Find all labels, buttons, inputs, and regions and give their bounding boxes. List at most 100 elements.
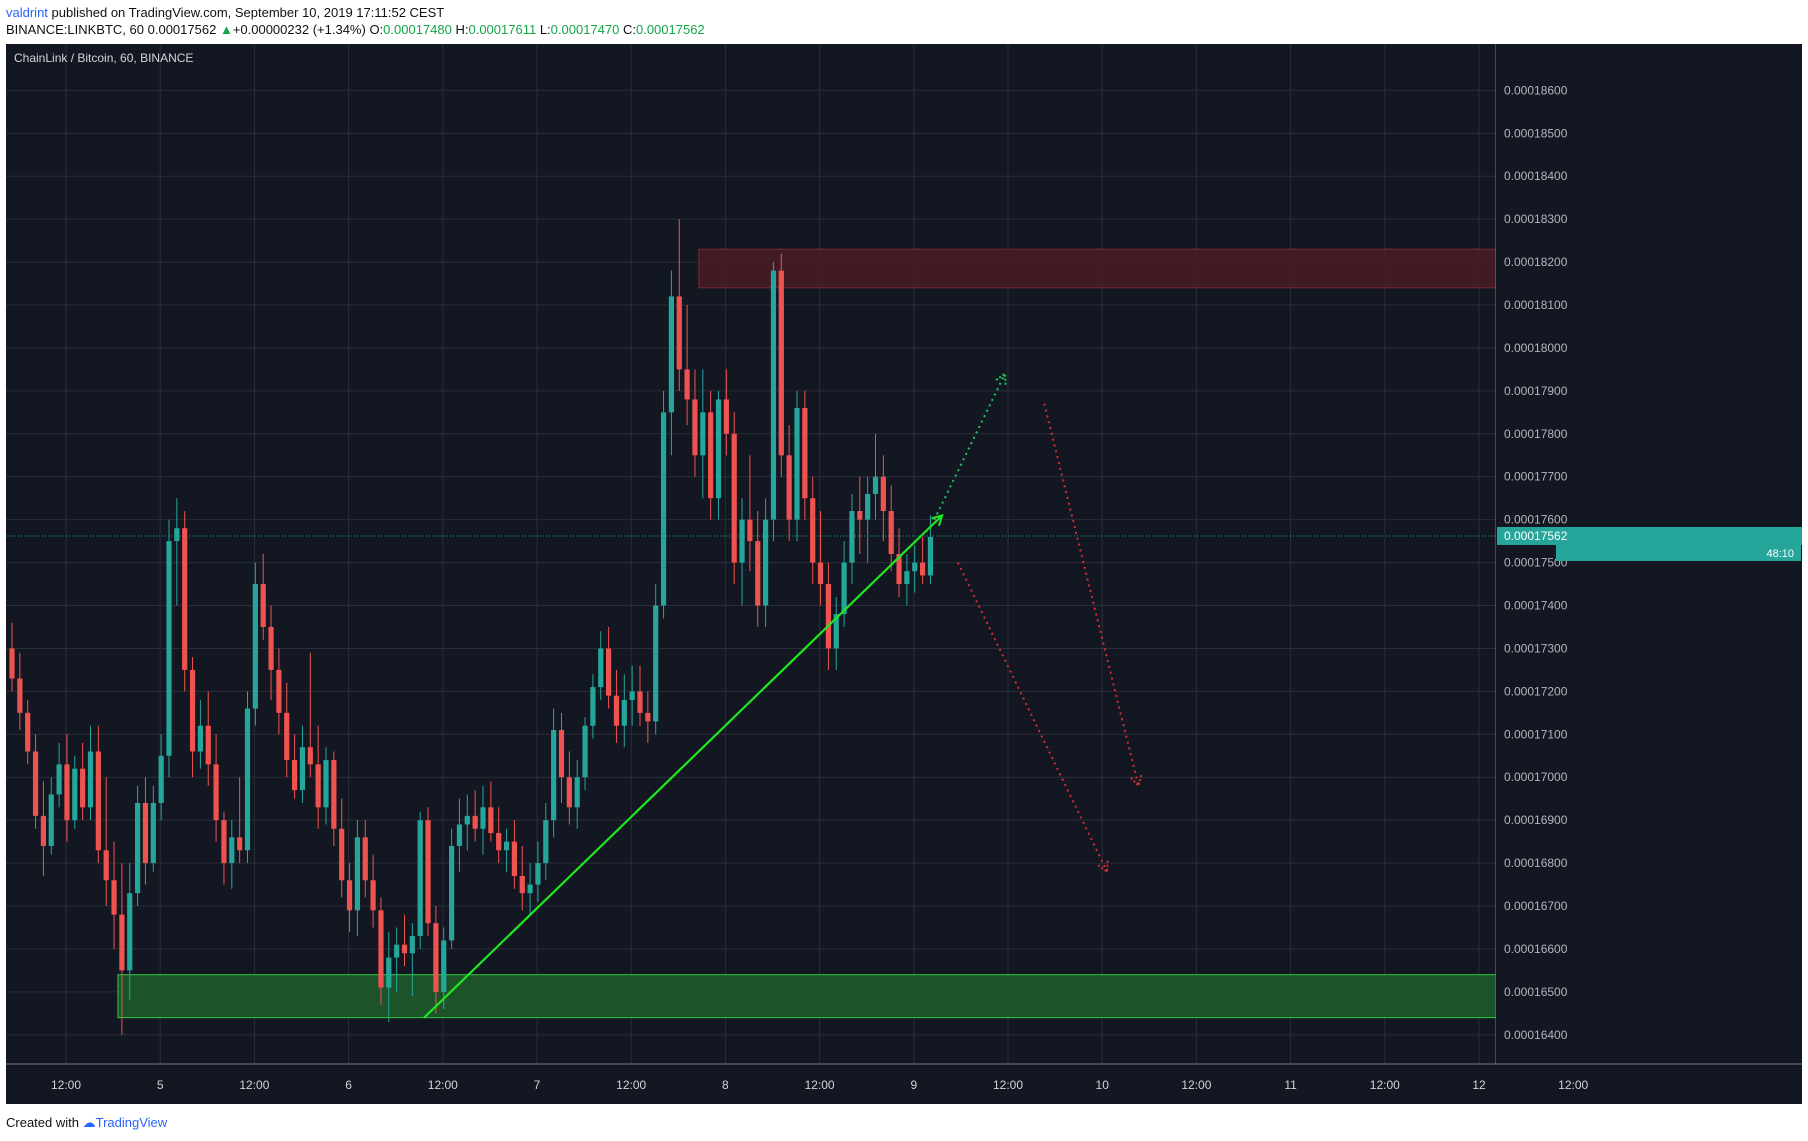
time-tick-label: 7 bbox=[534, 1078, 541, 1092]
candle-body bbox=[182, 528, 188, 670]
candle-body bbox=[551, 730, 557, 821]
trendline-arrow[interactable] bbox=[423, 514, 943, 1019]
candle-body bbox=[127, 893, 133, 971]
candle-body bbox=[731, 433, 737, 563]
candle-body bbox=[629, 691, 635, 700]
candle-body bbox=[252, 584, 258, 709]
candle-body bbox=[25, 712, 31, 752]
candle-body bbox=[543, 820, 549, 864]
candle-body bbox=[574, 777, 580, 808]
candlestick-chart[interactable]: 0.00016400 0.00016500 0.00016600 0.00016700… bbox=[6, 44, 1802, 1104]
candle-body bbox=[292, 760, 298, 791]
candle-body bbox=[896, 554, 902, 585]
candle-body bbox=[299, 747, 306, 791]
time-axis-ticks: 12:00 5 12:00 6 12:00 7 12:00 8 12:00 9 12:00 10 12:… bbox=[51, 1078, 1589, 1092]
resistance-zone[interactable] bbox=[698, 248, 1497, 289]
price-tick-label: 0.00016800 bbox=[1504, 856, 1568, 870]
candle-body bbox=[449, 845, 455, 941]
price-tick-label: 0.00018000 bbox=[1504, 341, 1568, 355]
time-tick-label: 11 bbox=[1284, 1078, 1297, 1092]
price-tick-label: 0.00016700 bbox=[1504, 899, 1568, 913]
price-tick-label: 0.00018300 bbox=[1504, 212, 1568, 226]
time-axis[interactable] bbox=[6, 1064, 1802, 1104]
candle-body bbox=[700, 412, 706, 456]
candle-body bbox=[48, 794, 54, 846]
candle-body bbox=[346, 880, 353, 911]
time-tick-label: 5 bbox=[157, 1078, 164, 1092]
candle-body bbox=[755, 541, 761, 606]
candle-body bbox=[32, 751, 39, 816]
close-value: 0.00017562 bbox=[635, 22, 705, 37]
candle-body bbox=[598, 648, 604, 688]
candle-body bbox=[331, 760, 337, 829]
candle-body bbox=[87, 751, 94, 808]
candle-body bbox=[197, 725, 203, 752]
time-tick-label: 9 bbox=[910, 1078, 917, 1092]
time-tick-label: 12:00 bbox=[239, 1078, 269, 1092]
candle-body bbox=[158, 755, 164, 803]
time-tick-label: 10 bbox=[1096, 1078, 1110, 1092]
candle-body bbox=[825, 584, 831, 649]
candle-body bbox=[284, 712, 290, 761]
time-tick-label: 12:00 bbox=[1558, 1078, 1588, 1092]
candle-body bbox=[802, 408, 808, 499]
candle-body bbox=[684, 369, 690, 400]
candle-body bbox=[401, 944, 408, 954]
trendline-arrow-head-icon bbox=[931, 513, 944, 527]
chart-panel[interactable]: 0.00016400 0.00016500 0.00016600 0.00016700… bbox=[6, 44, 1802, 1104]
candle-body bbox=[747, 519, 753, 542]
last-price-label: 0.00017562 bbox=[1504, 529, 1568, 543]
author-link[interactable]: valdrint bbox=[6, 5, 48, 20]
candle-body bbox=[433, 923, 439, 992]
candle-body bbox=[566, 777, 572, 808]
price-tick-label: 0.00018200 bbox=[1504, 255, 1568, 269]
candle-body bbox=[621, 699, 627, 726]
candle-body bbox=[496, 833, 502, 851]
price-tick-label: 0.00016500 bbox=[1504, 985, 1568, 999]
candle-body bbox=[354, 837, 360, 911]
high-label: H: bbox=[455, 22, 469, 37]
tradingview-logo-icon[interactable]: ☁ bbox=[82, 1115, 96, 1130]
candle-body bbox=[323, 760, 329, 808]
time-tick-label: 12:00 bbox=[616, 1078, 646, 1092]
price-change: +0.00000232 (+1.34%) bbox=[232, 22, 366, 37]
candle-body bbox=[582, 725, 588, 778]
candle-body bbox=[692, 399, 698, 456]
candle-body bbox=[103, 850, 109, 881]
candle-body bbox=[394, 944, 400, 958]
price-tick-label: 0.00018100 bbox=[1504, 298, 1568, 312]
support-zone[interactable] bbox=[117, 974, 1497, 1019]
candle-body bbox=[174, 528, 180, 542]
candle-body bbox=[260, 584, 266, 627]
time-tick-label: 12:00 bbox=[1181, 1078, 1211, 1092]
candle-body bbox=[189, 669, 196, 752]
candle-body bbox=[142, 803, 149, 864]
candle-body bbox=[268, 626, 274, 670]
candle-body bbox=[441, 940, 447, 992]
candle-body bbox=[229, 837, 235, 864]
ohlc-legend: BINANCE:LINKBTC, 60 0.00017562 ▲+0.00000… bbox=[6, 21, 705, 38]
candle-body bbox=[307, 747, 313, 765]
time-tick-label: 12:00 bbox=[428, 1078, 458, 1092]
candle-body bbox=[488, 807, 494, 834]
symbol-label: BINANCE:LINKBTC, 60 bbox=[6, 22, 144, 37]
countdown-label: 48:10 bbox=[1766, 548, 1794, 560]
drawings bbox=[423, 371, 1143, 1019]
candle-body bbox=[315, 764, 321, 808]
time-tick-label: 12 bbox=[1472, 1078, 1486, 1092]
candle-body bbox=[370, 880, 376, 911]
candle-body bbox=[244, 708, 251, 851]
candle-body bbox=[888, 511, 894, 554]
price-tick-label: 0.00016600 bbox=[1504, 942, 1568, 956]
candle-body bbox=[841, 562, 847, 615]
tradingview-brand[interactable]: TradingView bbox=[95, 1115, 168, 1130]
candle-body bbox=[872, 476, 879, 494]
high-value: 0.00017611 bbox=[468, 22, 537, 37]
candle-body bbox=[535, 863, 541, 885]
candle-body bbox=[386, 957, 392, 988]
candle-body bbox=[166, 541, 172, 756]
candle-body bbox=[56, 764, 62, 795]
chart-title: ChainLink / Bitcoin, 60, BINANCE bbox=[14, 51, 193, 65]
candle-body bbox=[72, 768, 78, 821]
candle-body bbox=[362, 837, 368, 881]
